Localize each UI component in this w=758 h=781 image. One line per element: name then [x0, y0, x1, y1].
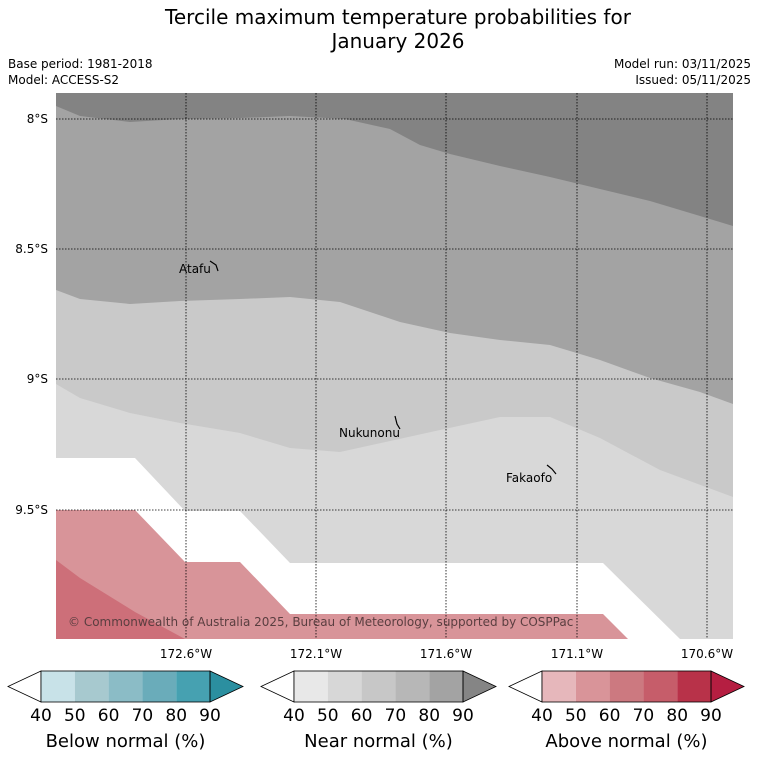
colorbar-segment [327, 671, 362, 702]
colorbar-tick-label: 50 [565, 706, 587, 726]
colorbar-tick-label: 60 [98, 706, 120, 726]
colorbar-frame [40, 670, 211, 703]
lon-label-171-1: 171.1°W [551, 647, 603, 661]
colorbar-tick-label: 90 [199, 706, 221, 726]
model-run: Model run: 03/11/2025 [613, 57, 751, 71]
near-normal-band-dark [56, 93, 733, 226]
colorbar-segment [176, 671, 210, 702]
colorbar-segment [108, 671, 143, 702]
gridlines [56, 93, 733, 639]
colorbar-segment [429, 671, 463, 702]
meta-left: Base period: 1981-2018 Model: ACCESS-S2 [8, 56, 153, 88]
colorbar-tick-label: 50 [317, 706, 339, 726]
title-line-2: January 2026 [331, 29, 465, 53]
colorbar-tick-label: 70 [385, 706, 407, 726]
colorbar-segment [542, 671, 576, 702]
colorbar-segment [609, 671, 644, 702]
colorbar-title: Above normal (%) [545, 731, 707, 752]
atolls [209, 260, 557, 475]
nukunonu-outline [394, 415, 401, 430]
base-period: Base period: 1981-2018 [8, 57, 153, 71]
colorbar-tick-label: 60 [351, 706, 373, 726]
above-normal-band-dark [56, 560, 185, 639]
place-label-nukunonu: Nukunonu [339, 426, 400, 440]
colorbar-tick-label: 70 [132, 706, 154, 726]
colorbar-tick-label: 40 [531, 706, 553, 726]
model-name: Model: ACCESS-S2 [8, 73, 120, 87]
lon-label-172-6: 172.6°W [160, 647, 212, 661]
lat-label-9-5: 9.5°S [15, 503, 48, 517]
colorbar-under-triangle [7, 670, 42, 703]
colorbar-segment [643, 671, 678, 702]
colorbar-frame [293, 670, 464, 703]
colorbar-tick-label: 50 [64, 706, 86, 726]
lat-axis: 8°S 8.5°S 9°S 9.5°S [15, 112, 48, 517]
colorbar-over-triangle [462, 670, 497, 703]
colorbar-title: Near normal (%) [304, 731, 453, 752]
colorbar-over-triangle [710, 670, 745, 703]
lat-label-9: 9°S [27, 372, 48, 386]
colorbar-above-normal: 40 50 60 70 80 90 Above normal (%) [508, 670, 745, 752]
lat-label-8: 8°S [27, 112, 48, 126]
colorbar-tick-label: 90 [452, 706, 474, 726]
colorbar-under-triangle [260, 670, 295, 703]
colorbar-near-normal: 40 50 60 70 80 90 Near normal (%) [260, 670, 497, 752]
colorbar-frame [541, 670, 712, 703]
colorbar-segment [294, 671, 328, 702]
colorbar-segment [677, 671, 711, 702]
colorbar-segment [74, 671, 109, 702]
above-normal-band-light [56, 510, 628, 639]
colorbar-tick-label: 80 [165, 706, 187, 726]
lon-label-170-6: 170.6°W [681, 647, 733, 661]
fakaofo-outline [546, 464, 557, 475]
colorbar-tick-label: 40 [283, 706, 305, 726]
atafu-outline [209, 260, 219, 272]
colorbar-segment [41, 671, 75, 702]
lat-label-8-5: 8.5°S [15, 242, 48, 256]
title-line-1: Tercile maximum temperature probabilitie… [165, 5, 631, 29]
colorbar-tick-label: 80 [666, 706, 688, 726]
colorbar-tick-label: 70 [633, 706, 655, 726]
chart-title: Tercile maximum temperature probabilitie… [0, 5, 758, 53]
lon-axis: 172.6°W 172.1°W 171.6°W 171.1°W 170.6°W [160, 647, 733, 661]
colorbar-tick-label: 90 [700, 706, 722, 726]
place-label-fakaofo: Fakaofo [506, 471, 552, 485]
colorbar-below-normal: 40 50 60 70 80 90 Below normal (%) [7, 670, 244, 752]
colorbar-over-triangle [209, 670, 244, 703]
issued-date: Issued: 05/11/2025 [635, 73, 751, 87]
colorbar-tick-label: 60 [599, 706, 621, 726]
colorbar-tick-label: 80 [418, 706, 440, 726]
colorbar-title: Below normal (%) [46, 731, 206, 752]
colorbar-segment [575, 671, 610, 702]
colorbar-segment [142, 671, 177, 702]
colorbar-segment [361, 671, 396, 702]
meta-right: Model run: 03/11/2025 Issued: 05/11/2025 [614, 56, 751, 88]
colorbar-under-triangle [508, 670, 543, 703]
colorbar-segment [395, 671, 430, 702]
map-plot-area: Atafu Nukunonu Fakaofo © Commonwealth of… [56, 93, 733, 639]
copyright-notice: © Commonwealth of Australia 2025, Bureau… [68, 615, 573, 629]
place-label-atafu: Atafu [179, 262, 211, 276]
lon-label-172-1: 172.1°W [290, 647, 342, 661]
colorbar-tick-label: 40 [30, 706, 52, 726]
lon-label-171-6: 171.6°W [420, 647, 472, 661]
